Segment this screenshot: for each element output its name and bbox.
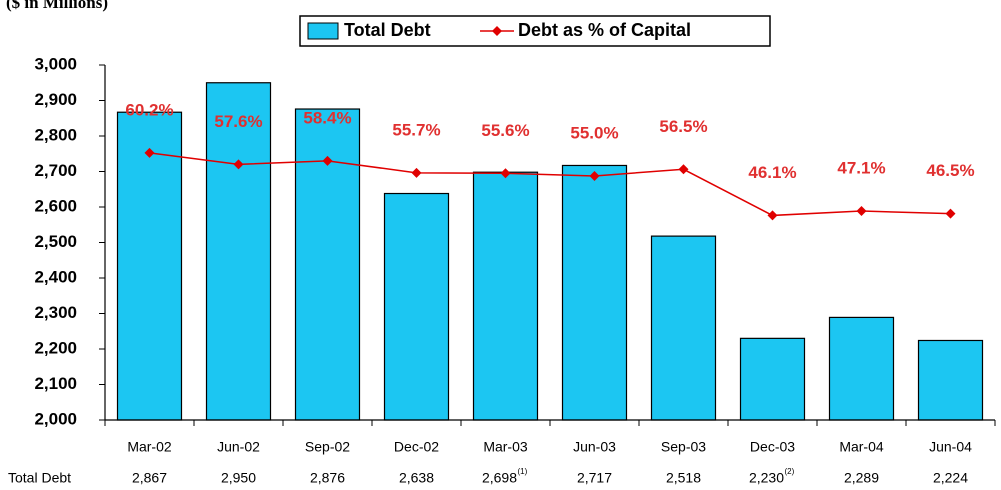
data-label: 46.1% — [748, 163, 796, 182]
x-tick-label: Sep-03 — [661, 439, 706, 455]
table-label: Total Debt — [8, 470, 71, 486]
legend-marker — [492, 26, 502, 36]
x-tick-label: Jun-02 — [217, 439, 260, 455]
y-tick-label: 2,300 — [34, 303, 77, 322]
legend — [299, 15, 771, 47]
data-label: 58.4% — [303, 108, 351, 127]
marker — [322, 155, 333, 166]
marker — [500, 168, 511, 179]
table-value: 2,717 — [577, 470, 612, 486]
marker — [678, 164, 689, 175]
y-tick-label: 2,100 — [34, 374, 77, 393]
y-tick-label: 3,000 — [34, 54, 77, 73]
marker — [767, 210, 778, 221]
table-value: 2,876 — [310, 470, 345, 486]
data-label: 60.2% — [125, 100, 173, 119]
table-value: 2,518 — [666, 470, 701, 486]
footnote: (2) — [785, 467, 795, 476]
table-value: 2,867 — [132, 470, 167, 486]
x-tick-label: Mar-04 — [839, 439, 884, 455]
data-label: 55.7% — [392, 120, 440, 139]
y-tick-label: 2,900 — [34, 90, 77, 109]
x-tick-label: Mar-03 — [483, 439, 528, 455]
x-tick-label: Dec-02 — [394, 439, 439, 455]
data-label: 47.1% — [837, 158, 885, 177]
x-tick-label: Jun-03 — [573, 439, 616, 455]
table-value: 2,638 — [399, 470, 434, 486]
legend-label: Total Debt — [344, 20, 431, 40]
bar — [472, 171, 539, 421]
chart-title: ($ in Millions) — [6, 0, 108, 12]
x-tick-label: Mar-02 — [127, 439, 172, 455]
bar — [650, 235, 717, 421]
legend-label: Debt as % of Capital — [518, 20, 691, 40]
bar — [828, 316, 895, 421]
data-label: 55.0% — [570, 123, 618, 142]
y-tick-label: 2,500 — [34, 232, 77, 251]
data-label: 55.6% — [481, 121, 529, 140]
x-tick-label: Sep-02 — [305, 439, 350, 455]
bar — [561, 164, 628, 421]
table-value: 2,950 — [221, 470, 256, 486]
y-tick-label: 2,400 — [34, 267, 77, 286]
legend-swatch — [307, 22, 339, 40]
marker — [411, 167, 422, 178]
x-tick-label: Dec-03 — [750, 439, 795, 455]
line — [149, 152, 951, 217]
y-tick-label: 2,000 — [34, 409, 77, 428]
x-tick-label: Jun-04 — [929, 439, 972, 455]
marker — [945, 208, 956, 219]
marker — [589, 170, 600, 181]
marker — [144, 147, 155, 158]
bar — [739, 337, 806, 421]
marker — [233, 159, 244, 170]
data-label: 56.5% — [659, 117, 707, 136]
bar — [205, 82, 272, 421]
footnote: (1) — [518, 467, 528, 476]
table-value: 2,230 — [749, 470, 784, 486]
bar — [116, 111, 183, 421]
bar — [917, 339, 984, 421]
data-label: 46.5% — [926, 161, 974, 180]
table-value: 2,289 — [844, 470, 879, 486]
y-tick-label: 2,200 — [34, 338, 77, 357]
y-tick-label: 2,700 — [34, 161, 77, 180]
y-tick-label: 2,800 — [34, 125, 77, 144]
y-tick-label: 2,600 — [34, 196, 77, 215]
bar — [383, 192, 450, 421]
marker — [856, 205, 867, 216]
bar — [294, 108, 361, 421]
data-label: 57.6% — [214, 112, 262, 131]
table-value: 2,224 — [933, 470, 968, 486]
table-value: 2,698 — [482, 470, 517, 486]
